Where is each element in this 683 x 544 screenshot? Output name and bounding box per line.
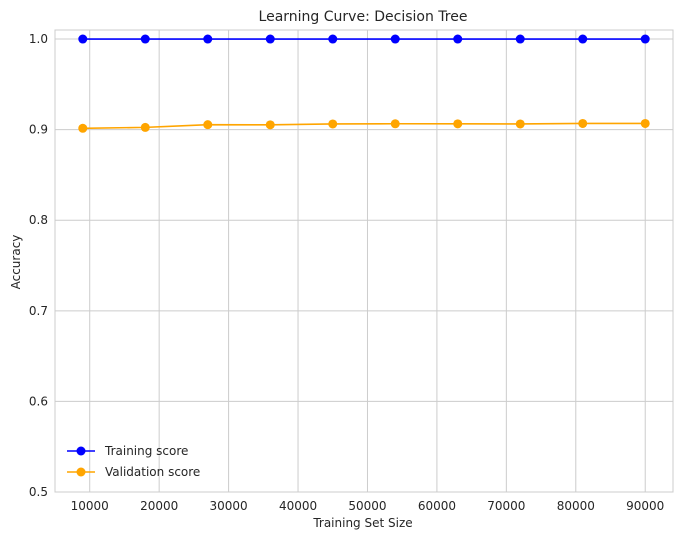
x-tick-labels: 10000 20000 30000 40000 50000 60000 70000 80000… [71,499,665,513]
data-point [453,119,463,129]
data-point [203,120,213,130]
legend-marker [76,446,86,456]
y-tick-label: 0.9 [29,123,48,137]
data-point [78,123,88,133]
x-tick-label: 70000 [487,499,525,513]
y-tick-label: 0.5 [29,485,48,499]
data-point [140,34,150,44]
legend-label: Training score [104,444,188,458]
x-tick-label: 80000 [557,499,595,513]
series-0 [78,34,650,44]
data-point [78,34,88,44]
x-tick-label: 60000 [418,499,456,513]
y-tick-label: 1.0 [29,32,48,46]
x-tick-label: 10000 [71,499,109,513]
grid-lines [55,30,673,493]
data-point [328,119,338,129]
data-point [453,34,463,44]
data-point [140,122,150,132]
x-axis-title: Training Set Size [312,516,412,530]
data-point [390,119,400,129]
data-point [515,34,525,44]
legend-label: Validation score [105,465,200,479]
y-tick-label: 0.7 [29,304,48,318]
series-1 [78,118,650,133]
x-tick-label: 20000 [140,499,178,513]
x-tick-label: 50000 [348,499,386,513]
data-point [203,34,213,44]
y-tick-label: 0.6 [29,394,48,408]
y-tick-label: 0.8 [29,213,48,227]
x-tick-label: 30000 [210,499,248,513]
data-point [515,119,525,129]
series-layer [78,34,650,133]
plot-frame [54,29,674,493]
series-line [82,122,646,130]
x-tick-label: 40000 [279,499,317,513]
y-axis-title: Accuracy [9,235,23,290]
data-point [640,118,650,128]
data-point [265,120,275,130]
chart-title: Learning Curve: Decision Tree [259,9,468,25]
data-point [328,34,338,44]
y-tick-labels: 0.5 0.6 0.7 0.8 0.9 1.0 [29,32,48,499]
data-point [265,34,275,44]
data-point [578,118,588,128]
legend: Training score Validation score [67,444,200,479]
legend-item: Training score [67,444,188,458]
data-point [578,34,588,44]
legend-marker [76,467,86,477]
x-tick-label: 90000 [626,499,664,513]
data-point [390,34,400,44]
data-point [640,34,650,44]
legend-item: Validation score [67,465,200,479]
